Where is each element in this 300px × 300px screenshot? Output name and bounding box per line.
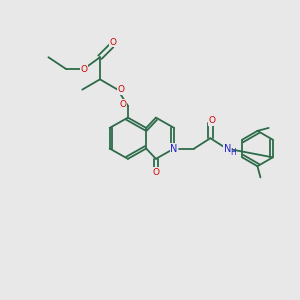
Text: O: O [152,168,159,177]
Text: N: N [224,143,231,154]
Text: O: O [110,38,117,47]
Text: H: H [230,148,236,158]
Text: N: N [170,143,178,154]
Text: O: O [80,64,87,74]
Text: O: O [208,116,215,125]
Text: O: O [117,85,124,94]
Text: O: O [120,100,127,109]
